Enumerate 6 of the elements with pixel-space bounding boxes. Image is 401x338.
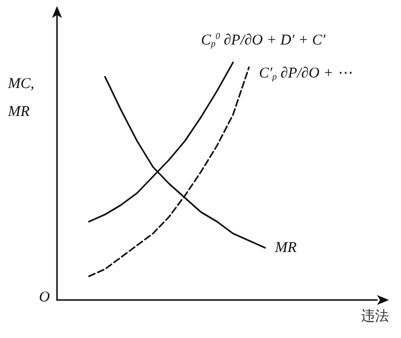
x-axis-title: 违法 [361,308,389,324]
y-axis-title: MC, MR [7,76,34,120]
text: O [39,290,50,306]
series-label: MR [274,240,297,256]
series-label: C′p ∂P/∂O + ⋯ [259,65,352,82]
text: Cp0 ∂P/∂O + D′ + C′ [201,31,326,48]
